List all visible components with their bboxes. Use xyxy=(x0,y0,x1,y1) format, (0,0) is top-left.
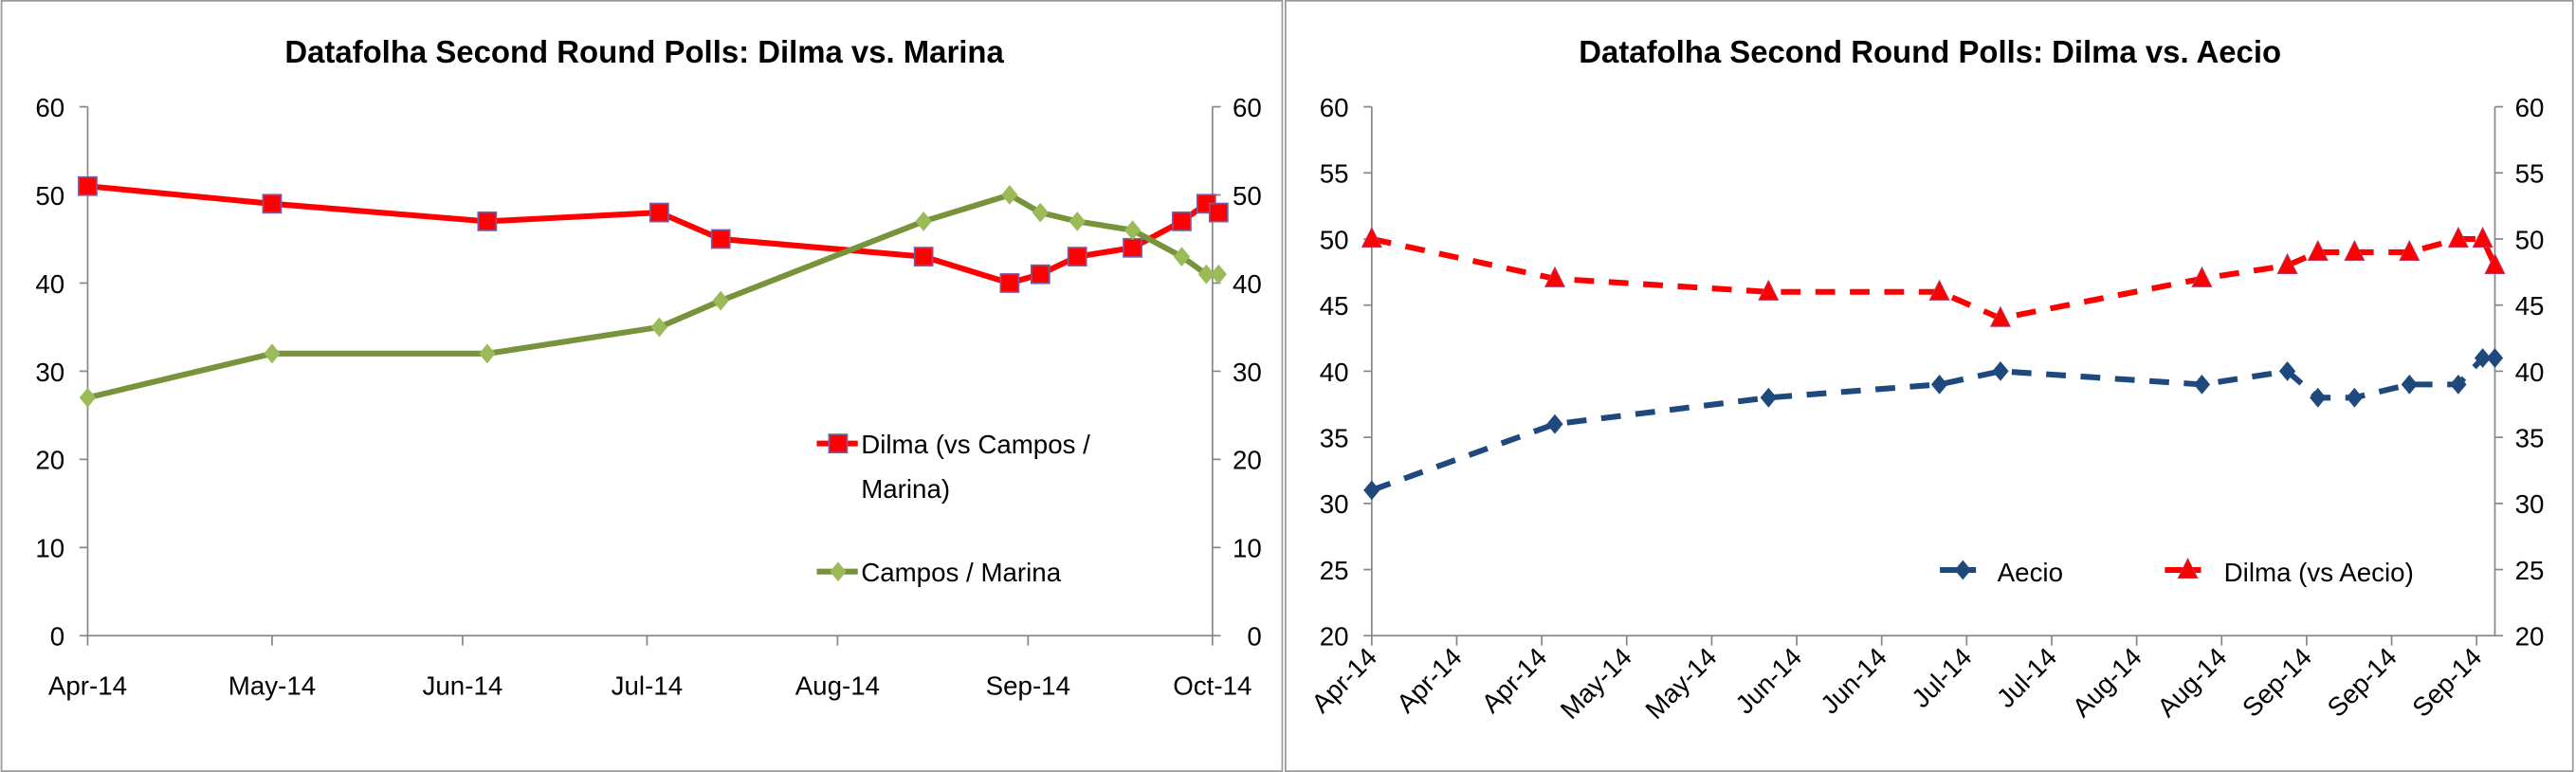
y2-tick-label: 60 xyxy=(2515,93,2545,122)
legend-marker-diamond-icon xyxy=(1954,560,1971,580)
legend-label: Campos / Marina xyxy=(861,558,1062,587)
data-point xyxy=(1758,279,1780,301)
y-tick-label: 0 xyxy=(50,622,64,652)
legend-item: Aecio xyxy=(1940,558,2063,587)
y2-tick-label: 60 xyxy=(1233,93,1262,122)
y2-tick-label: 20 xyxy=(2515,622,2545,652)
data-point xyxy=(650,317,668,338)
data-point xyxy=(1067,247,1087,267)
data-point xyxy=(915,211,932,231)
y-tick-label: 50 xyxy=(35,181,64,211)
data-point xyxy=(477,211,498,231)
x-tick-label: Oct-14 xyxy=(1173,671,1251,701)
x-tick-label: Aug-14 xyxy=(795,671,880,701)
data-point xyxy=(78,175,98,196)
left-chart-border xyxy=(0,0,1284,772)
y-tick-label: 60 xyxy=(35,93,64,122)
y2-tick-label: 40 xyxy=(1233,269,1262,299)
y2-tick-label: 20 xyxy=(1233,446,1262,475)
data-point xyxy=(649,202,669,223)
y2-tick-label: 30 xyxy=(1233,358,1262,387)
data-point xyxy=(710,229,731,249)
x-tick-label: Sep-14 xyxy=(986,671,1070,701)
y2-tick-label: 55 xyxy=(2515,159,2545,189)
y2-tick-label: 30 xyxy=(2515,489,2545,519)
data-point xyxy=(2472,226,2494,248)
y2-tick-label: 50 xyxy=(1233,181,1262,211)
data-point xyxy=(2484,252,2506,274)
data-point xyxy=(913,247,934,267)
data-point xyxy=(1032,202,1049,223)
x-tick-label: May-14 xyxy=(228,671,316,701)
y-tick-label: 30 xyxy=(1320,489,1349,519)
y-tick-label: 30 xyxy=(35,358,64,387)
data-point xyxy=(1546,414,1563,434)
legend: Dilma (vs Campos / Marina) Campos / Marin… xyxy=(816,430,1098,587)
data-point xyxy=(1030,264,1050,285)
data-point xyxy=(1123,237,1142,258)
y2-tick-label: 0 xyxy=(1247,622,1261,652)
data-point xyxy=(1197,264,1215,285)
data-point xyxy=(2307,239,2329,262)
data-point xyxy=(1361,226,1382,248)
y-tick-label: 10 xyxy=(35,534,64,563)
legend-item: Campos / Marina xyxy=(816,558,1062,587)
data-point xyxy=(2276,252,2298,274)
y2-tick-label: 35 xyxy=(2515,424,2545,453)
y2-tick-label: 25 xyxy=(2515,556,2545,585)
y2-tick-label: 50 xyxy=(2515,225,2545,254)
series-dilma-vs-aecio- xyxy=(1361,226,2506,327)
data-point xyxy=(1208,202,1229,223)
x-tick-label: Jul-14 xyxy=(612,671,683,701)
data-point xyxy=(2447,226,2469,248)
y-tick-label: 55 xyxy=(1320,159,1349,189)
y-tick-label: 40 xyxy=(35,269,64,299)
data-point xyxy=(1069,211,1086,231)
legend-item: Dilma (vs Aecio) xyxy=(2165,557,2414,587)
data-point xyxy=(1172,211,1192,231)
y2-tick-label: 45 xyxy=(2515,291,2545,321)
y-tick-label: 20 xyxy=(1320,622,1349,652)
y-tick-label: 20 xyxy=(35,446,64,475)
data-point xyxy=(2278,361,2296,381)
legend-label: Aecio xyxy=(1998,558,2063,587)
legend-marker-square-icon xyxy=(828,433,849,454)
data-point xyxy=(1992,361,2009,381)
data-point xyxy=(1124,220,1142,241)
y-tick-label: 60 xyxy=(1320,93,1349,122)
data-point xyxy=(1928,279,1950,301)
data-point xyxy=(262,193,283,214)
chart-title: Datafolha Second Round Polls: Dilma vs. … xyxy=(284,34,1004,69)
data-point xyxy=(1544,266,1566,287)
legend-item: Dilma (vs Campos / Marina) xyxy=(816,430,1098,504)
legend-label: Dilma (vs Campos / Marina) xyxy=(861,430,1097,504)
y2-tick-label: 10 xyxy=(1233,534,1262,563)
legend: Aecio Dilma (vs Aecio) xyxy=(1940,557,2414,587)
y-tick-label: 35 xyxy=(1320,424,1349,453)
data-point xyxy=(999,273,1020,293)
series-dilma-vs-campos-marina- xyxy=(78,175,1229,293)
data-point xyxy=(2399,239,2421,262)
y-tick-label: 25 xyxy=(1320,556,1349,585)
x-tick-label: Jun-14 xyxy=(423,671,503,701)
data-point xyxy=(1210,264,1227,285)
y-tick-label: 40 xyxy=(1320,358,1349,387)
data-point xyxy=(1001,185,1018,205)
legend-marker-triangle-icon xyxy=(2177,557,2199,579)
chart-title: Datafolha Second Round Polls: Dilma vs. … xyxy=(1579,34,2281,69)
data-point xyxy=(2344,239,2366,262)
y-tick-label: 45 xyxy=(1320,291,1349,321)
chart-dilma-vs-marina: Datafolha Second Round Polls: Dilma vs. … xyxy=(35,34,1261,701)
legend-label: Dilma (vs Aecio) xyxy=(2224,558,2414,587)
data-point xyxy=(2191,266,2213,287)
x-tick-label: Apr-14 xyxy=(48,671,127,701)
y2-tick-label: 40 xyxy=(2515,358,2545,387)
y-tick-label: 50 xyxy=(1320,225,1349,254)
data-point xyxy=(1989,305,2012,327)
